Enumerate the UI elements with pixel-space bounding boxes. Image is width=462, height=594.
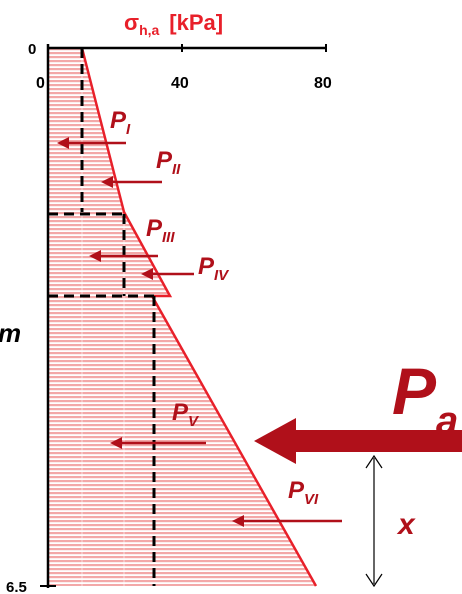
axis-title: σh,a [kPa] — [124, 10, 223, 38]
pressure-area — [48, 48, 316, 586]
pressure-outline — [80, 47, 318, 587]
depth-unit-label: m — [0, 318, 21, 348]
force-label-p4: PIV — [198, 253, 230, 284]
tick-label-80: 80 — [314, 75, 332, 92]
depth-top-label: 0 — [28, 41, 36, 58]
tick-label-0: 0 — [36, 75, 45, 92]
resultant-arrow — [254, 418, 462, 464]
force-label-p6: PVI — [288, 477, 319, 508]
force-label-p3: PIII — [146, 215, 175, 246]
resultant-label: Pa — [392, 354, 458, 443]
lever-arm-dimension — [365, 454, 383, 588]
force-label-p5: PV — [172, 399, 200, 430]
force-arrows — [57, 137, 342, 527]
depth-bottom-label: 6.5 — [6, 579, 27, 594]
tick-label-40: 40 — [171, 75, 189, 92]
force-label-p2: PII — [156, 147, 181, 178]
force-label-p1: PI — [110, 107, 131, 138]
lever-arm-label: x — [396, 508, 416, 541]
